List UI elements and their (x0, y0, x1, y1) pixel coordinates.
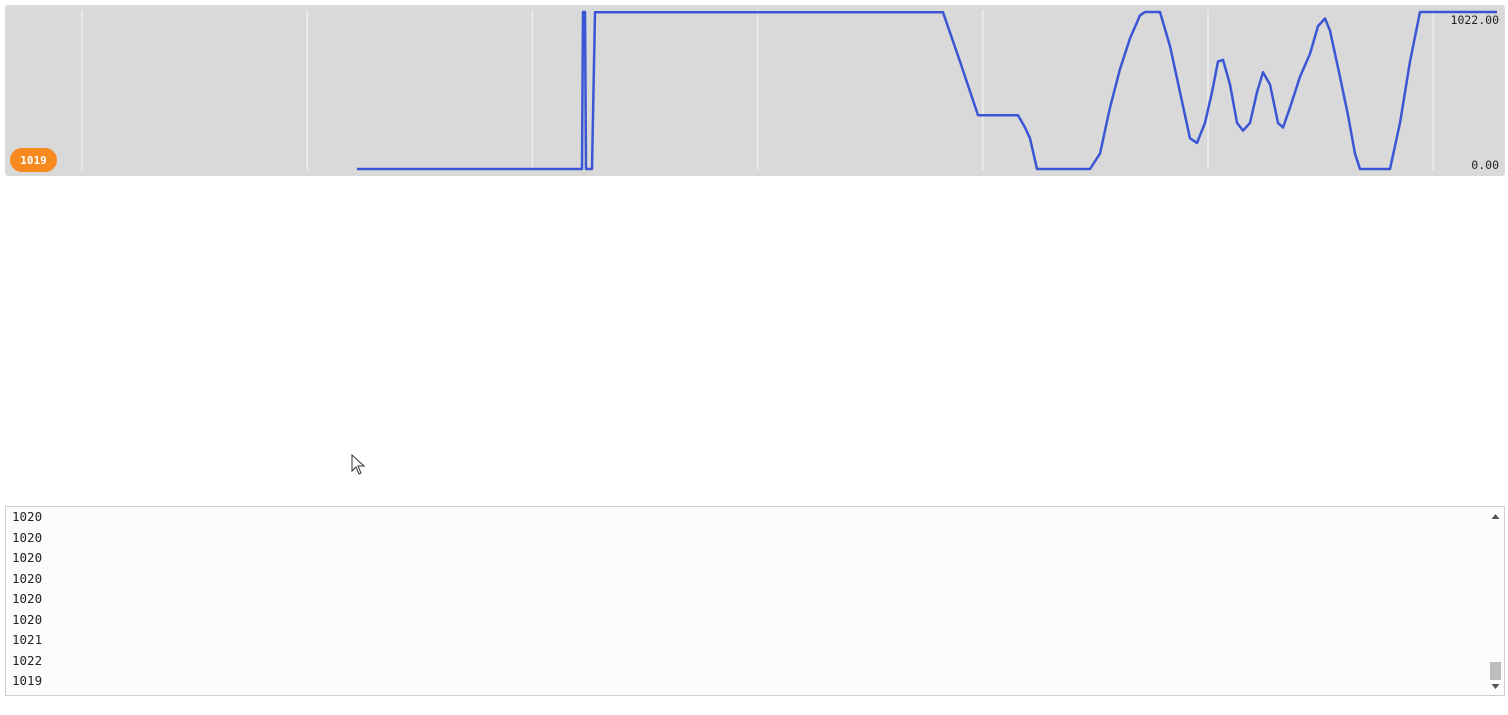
log-line: 1020 (12, 529, 43, 545)
current-value: 1019 (20, 154, 47, 167)
mouse-cursor (351, 453, 366, 475)
log-line: 1019 (12, 673, 43, 688)
series-line (357, 10, 1497, 171)
log-line: 1020 (12, 550, 43, 565)
serial-log[interactable]: 1020 1020 1020 1020 1020 1020 1021 1022 1019 (5, 506, 1505, 696)
log-line: 1022 (12, 652, 43, 668)
series (357, 10, 1497, 171)
log-line: 1020 (12, 611, 43, 627)
grid (81, 10, 1434, 170)
log-line: 1020 (12, 570, 43, 586)
y-tick-label: 1022.00 (1451, 13, 1500, 27)
log-line: 1020 (12, 591, 43, 606)
y-ticks: 0.00 1022.00 (1451, 13, 1500, 172)
scroll-down[interactable] (1491, 684, 1500, 689)
scrollbar[interactable] (1487, 507, 1504, 695)
scroll-thumb[interactable] (1490, 662, 1501, 680)
scroll-up[interactable] (1491, 514, 1500, 519)
log-lines: 1020 1020 1020 1020 1020 1020 1021 1022 1019 (12, 507, 42, 692)
current-value-badge (10, 148, 57, 172)
log-line: 1021 (12, 632, 43, 647)
plotter: 0.00 1022.00 1019 (5, 5, 1505, 475)
log-line: 1020 (12, 509, 43, 524)
y-tick-label: 0.00 (1471, 158, 1499, 172)
plot-background (5, 5, 1505, 176)
